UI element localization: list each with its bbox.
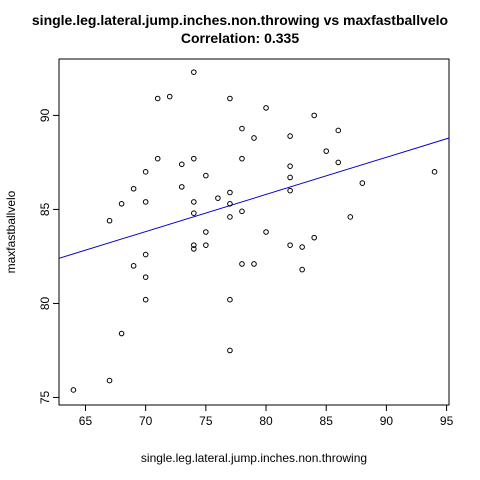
data-point xyxy=(300,245,305,250)
x-tick-label: 85 xyxy=(320,414,334,428)
data-point xyxy=(131,264,136,269)
y-tick-label: 80 xyxy=(38,296,52,310)
data-point xyxy=(143,252,148,257)
regression-line xyxy=(59,138,449,258)
data-point xyxy=(179,162,184,167)
data-point xyxy=(300,267,305,272)
data-point xyxy=(288,243,293,248)
x-axis: 65 70 75 80 85 90 95 xyxy=(79,405,454,428)
data-point xyxy=(71,388,76,393)
data-point xyxy=(143,170,148,175)
data-point xyxy=(143,275,148,280)
data-point xyxy=(288,164,293,169)
data-point xyxy=(312,113,317,118)
data-point xyxy=(228,96,233,101)
data-point xyxy=(204,230,209,235)
data-point xyxy=(252,262,257,267)
data-point xyxy=(240,126,245,131)
y-axis: 75 80 85 90 xyxy=(38,108,59,404)
x-axis-label: single.leg.lateral.jump.inches.non.throw… xyxy=(141,451,367,465)
x-tick-label: 90 xyxy=(380,414,394,428)
data-point xyxy=(432,170,437,175)
data-point xyxy=(119,331,124,336)
regression-line-layer xyxy=(59,138,449,258)
data-point xyxy=(107,218,112,223)
data-point xyxy=(228,297,233,302)
data-point xyxy=(179,185,184,190)
data-point xyxy=(107,378,112,383)
data-point xyxy=(119,201,124,206)
data-point xyxy=(252,136,257,141)
data-point xyxy=(240,209,245,214)
data-point xyxy=(240,156,245,161)
data-point xyxy=(228,190,233,195)
data-point xyxy=(228,348,233,353)
data-point xyxy=(348,215,353,220)
x-tick-label: 75 xyxy=(199,414,213,428)
x-tick-label: 65 xyxy=(79,414,93,428)
data-point xyxy=(155,96,160,101)
data-point xyxy=(288,188,293,193)
data-points-layer xyxy=(71,70,437,392)
data-point xyxy=(192,156,197,161)
data-point xyxy=(143,200,148,205)
data-point xyxy=(192,200,197,205)
data-point xyxy=(288,134,293,139)
data-point xyxy=(216,196,221,201)
data-point xyxy=(204,243,209,248)
data-point xyxy=(264,106,269,111)
data-point xyxy=(288,175,293,180)
data-point xyxy=(167,94,172,99)
data-point xyxy=(240,262,245,267)
data-point xyxy=(192,211,197,216)
x-tick-label: 95 xyxy=(440,414,454,428)
x-tick-label: 80 xyxy=(259,414,273,428)
data-point xyxy=(324,149,329,154)
y-axis-label: maxfastballvelo xyxy=(4,190,18,273)
data-point xyxy=(360,181,365,186)
data-point xyxy=(204,173,209,178)
y-tick-label: 85 xyxy=(38,202,52,216)
plot-area-border xyxy=(59,59,449,405)
y-tick-label: 75 xyxy=(38,390,52,404)
y-tick-label: 90 xyxy=(38,108,52,122)
data-point xyxy=(143,297,148,302)
data-point xyxy=(336,160,341,165)
data-point xyxy=(264,230,269,235)
data-point xyxy=(131,186,136,191)
x-tick-label: 70 xyxy=(139,414,153,428)
data-point xyxy=(228,215,233,220)
data-point xyxy=(312,235,317,240)
data-point xyxy=(155,156,160,161)
data-point xyxy=(192,70,197,75)
data-point xyxy=(336,128,341,133)
